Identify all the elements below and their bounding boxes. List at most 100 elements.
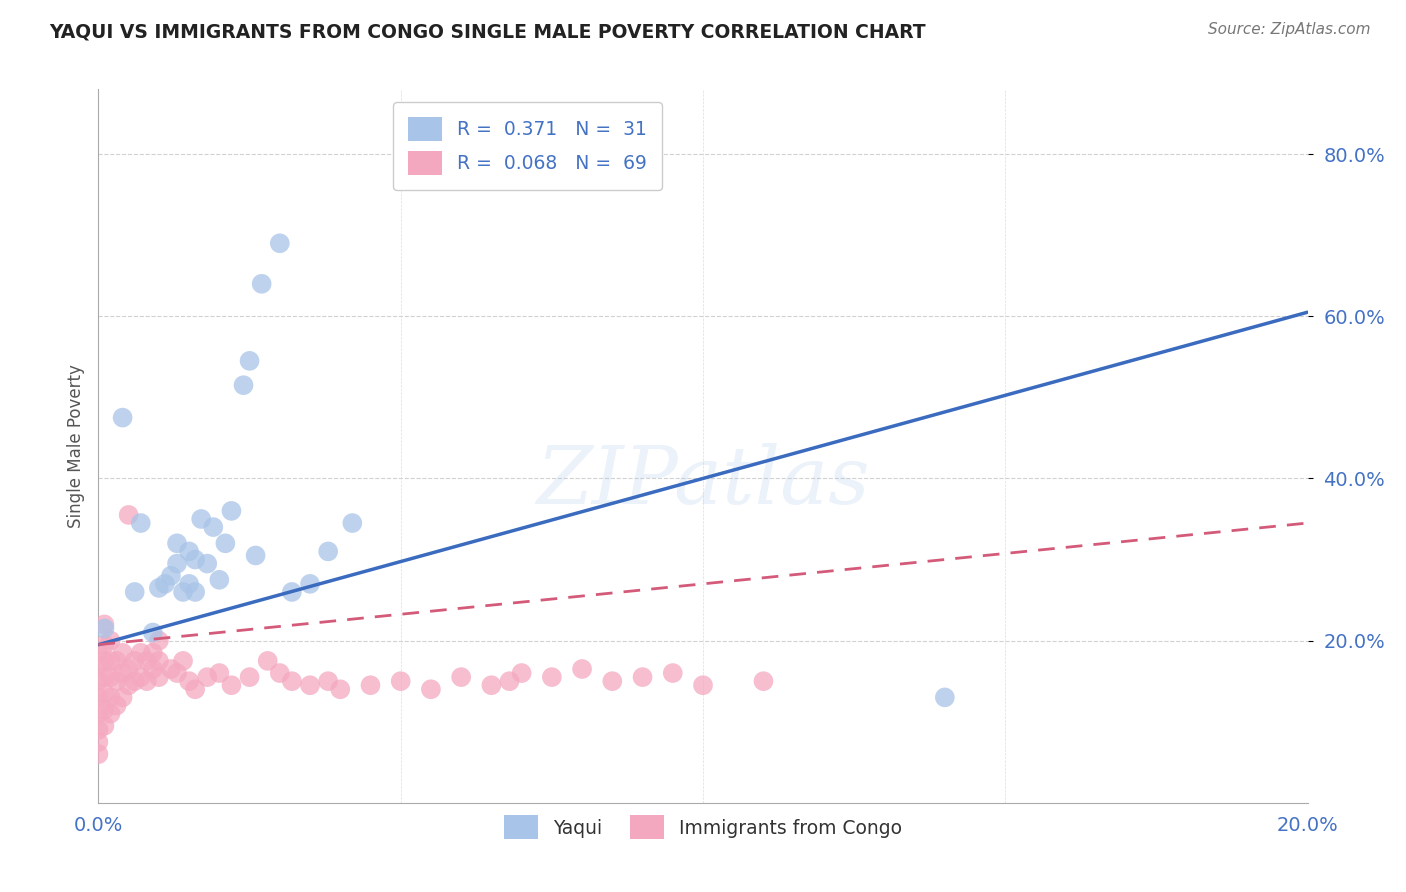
- Point: [100, 670, 122, 684]
- Point: [100, 633, 122, 648]
- Point: [93, 638, 115, 652]
- Point: [160, 568, 183, 582]
- Point: [245, 549, 267, 563]
- Point: [87, 706, 110, 721]
- Point: [510, 666, 533, 681]
- Point: [316, 674, 339, 689]
- Point: [93, 622, 115, 636]
- Point: [118, 662, 141, 676]
- Point: [281, 585, 304, 599]
- Point: [166, 666, 188, 681]
- Point: [100, 706, 122, 721]
- Point: [124, 654, 146, 668]
- Point: [420, 682, 443, 697]
- Point: [111, 690, 134, 705]
- Point: [299, 678, 322, 692]
- Point: [184, 552, 207, 566]
- Point: [118, 678, 141, 692]
- Point: [148, 581, 170, 595]
- Point: [172, 654, 194, 668]
- Point: [256, 654, 278, 668]
- Point: [129, 646, 152, 660]
- Text: Source: ZipAtlas.com: Source: ZipAtlas.com: [1208, 22, 1371, 37]
- Point: [214, 536, 236, 550]
- Point: [172, 585, 194, 599]
- Point: [179, 674, 201, 689]
- Point: [631, 670, 654, 684]
- Point: [184, 585, 207, 599]
- Point: [148, 633, 170, 648]
- Point: [316, 544, 339, 558]
- Point: [118, 508, 141, 522]
- Point: [281, 674, 304, 689]
- Point: [208, 666, 231, 681]
- Point: [142, 625, 165, 640]
- Point: [166, 557, 188, 571]
- Point: [87, 674, 110, 689]
- Point: [269, 666, 291, 681]
- Text: YAQUI VS IMMIGRANTS FROM CONGO SINGLE MALE POVERTY CORRELATION CHART: YAQUI VS IMMIGRANTS FROM CONGO SINGLE MA…: [49, 22, 925, 41]
- Point: [100, 654, 122, 668]
- Point: [342, 516, 364, 530]
- Point: [190, 512, 212, 526]
- Point: [269, 236, 291, 251]
- Point: [661, 666, 683, 681]
- Point: [100, 690, 122, 705]
- Point: [93, 686, 115, 700]
- Point: [87, 690, 110, 705]
- Text: ZIPatlas: ZIPatlas: [536, 443, 870, 520]
- Point: [202, 520, 225, 534]
- Point: [87, 646, 110, 660]
- Point: [184, 682, 207, 697]
- Point: [135, 654, 157, 668]
- Point: [221, 678, 243, 692]
- Point: [166, 536, 188, 550]
- Point: [571, 662, 593, 676]
- Point: [389, 674, 412, 689]
- Point: [299, 577, 322, 591]
- Point: [87, 723, 110, 737]
- Point: [111, 646, 134, 660]
- Point: [142, 662, 165, 676]
- Point: [239, 354, 262, 368]
- Point: [239, 670, 262, 684]
- Point: [450, 670, 472, 684]
- Point: [124, 585, 146, 599]
- Point: [360, 678, 382, 692]
- Point: [87, 657, 110, 672]
- Point: [540, 670, 562, 684]
- Point: [93, 654, 115, 668]
- Point: [195, 670, 218, 684]
- Point: [111, 410, 134, 425]
- Point: [179, 544, 201, 558]
- Point: [498, 674, 520, 689]
- Point: [195, 557, 218, 571]
- Point: [93, 702, 115, 716]
- Point: [93, 719, 115, 733]
- Point: [232, 378, 254, 392]
- Point: [602, 674, 624, 689]
- Point: [160, 662, 183, 676]
- Point: [93, 670, 115, 684]
- Point: [250, 277, 273, 291]
- Point: [105, 698, 128, 713]
- Point: [148, 670, 170, 684]
- Point: [135, 674, 157, 689]
- Point: [208, 573, 231, 587]
- Point: [179, 577, 201, 591]
- Point: [221, 504, 243, 518]
- Point: [129, 670, 152, 684]
- Point: [153, 577, 176, 591]
- Point: [111, 666, 134, 681]
- Point: [934, 690, 956, 705]
- Point: [87, 747, 110, 761]
- Point: [129, 516, 152, 530]
- Point: [752, 674, 775, 689]
- Point: [87, 735, 110, 749]
- Y-axis label: Single Male Poverty: Single Male Poverty: [66, 364, 84, 528]
- Point: [93, 617, 115, 632]
- Point: [329, 682, 352, 697]
- Legend: Yaqui, Immigrants from Congo: Yaqui, Immigrants from Congo: [496, 808, 910, 847]
- Point: [692, 678, 714, 692]
- Point: [105, 654, 128, 668]
